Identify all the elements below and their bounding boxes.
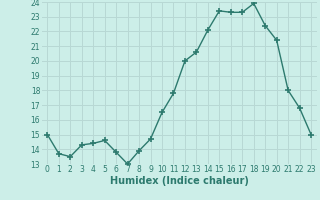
X-axis label: Humidex (Indice chaleur): Humidex (Indice chaleur): [110, 176, 249, 186]
